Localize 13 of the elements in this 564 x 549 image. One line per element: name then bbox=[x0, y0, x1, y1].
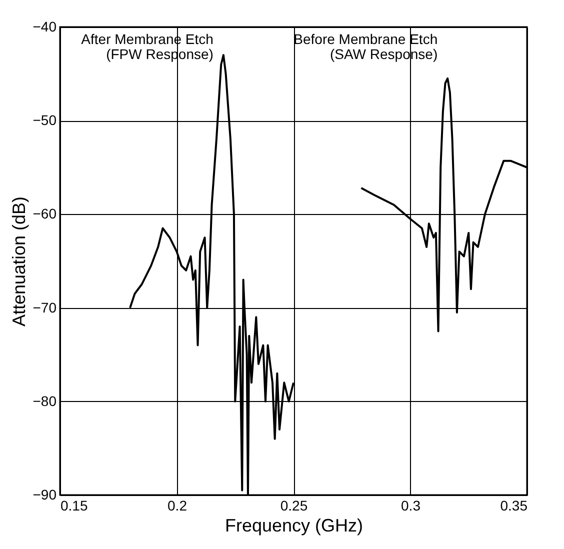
x-tick-label: 0.35 bbox=[500, 498, 528, 514]
x-tick-label: 0.3 bbox=[401, 498, 421, 514]
x-tick-label: 0.25 bbox=[280, 498, 308, 514]
y-tick-label: −90 bbox=[32, 486, 57, 502]
x-tick-label: 0.2 bbox=[168, 498, 188, 514]
y-tick-label: −60 bbox=[32, 206, 57, 222]
x-tick-label: 0.15 bbox=[60, 498, 88, 514]
y-axis-title: Attenuation (dB) bbox=[8, 196, 29, 327]
x-axis-title: Frequency (GHz) bbox=[224, 516, 364, 536]
y-tick-label: −80 bbox=[32, 392, 57, 409]
y-tick-label: −40 bbox=[32, 18, 57, 34]
y-tick-label: −70 bbox=[32, 299, 57, 316]
y-tick-label: −50 bbox=[32, 112, 57, 128]
